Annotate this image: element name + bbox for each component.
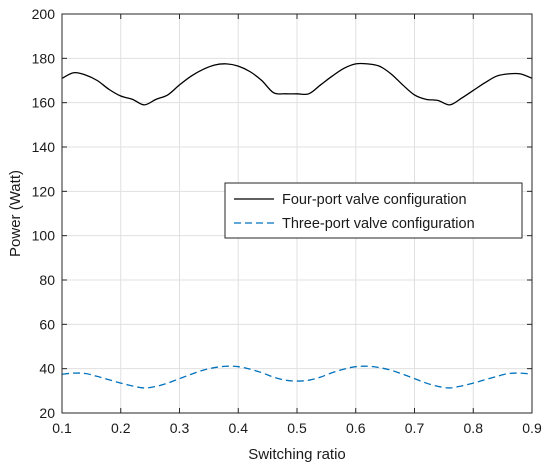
y-tick-label: 140 bbox=[32, 139, 56, 155]
y-tick-label: 120 bbox=[32, 183, 56, 199]
x-tick-label: 0.4 bbox=[229, 420, 249, 436]
series-layer bbox=[61, 62, 533, 389]
x-tick-label: 0.5 bbox=[287, 420, 307, 436]
x-tick-label: 0.7 bbox=[405, 420, 425, 436]
legend: Four-port valve configuration Three-port… bbox=[224, 182, 523, 239]
x-tick-label: 0.1 bbox=[52, 420, 72, 436]
y-axis-label: Power (Watt) bbox=[7, 170, 24, 257]
y-tick-label: 180 bbox=[32, 50, 56, 66]
series-line-four-port bbox=[61, 62, 533, 106]
x-tick-label: 0.9 bbox=[522, 420, 542, 436]
legend-label-four-port: Four-port valve configuration bbox=[282, 192, 467, 208]
y-tick-label: 40 bbox=[39, 361, 55, 377]
y-tick-label: 100 bbox=[32, 228, 56, 244]
series-line-three-port bbox=[61, 365, 533, 389]
x-tick-label: 0.3 bbox=[170, 420, 190, 436]
x-tick-label: 0.2 bbox=[111, 420, 131, 436]
y-tick-label: 80 bbox=[39, 272, 55, 288]
x-tick-label: 0.8 bbox=[464, 420, 484, 436]
y-tick-label: 20 bbox=[39, 405, 55, 421]
y-tick-label: 160 bbox=[32, 95, 56, 111]
x-axis-label: Switching ratio bbox=[248, 446, 346, 463]
y-tick-label: 60 bbox=[39, 316, 55, 332]
y-tick-label: 200 bbox=[32, 6, 56, 22]
legend-label-three-port: Three-port valve configuration bbox=[282, 216, 475, 232]
legend-box bbox=[224, 182, 523, 239]
ticks: 0.1 0.2 0.3 0.4 0.5 0.6 0.7 0.8 0.9 20 40 60 80 100 12… bbox=[32, 6, 542, 436]
x-tick-label: 0.6 bbox=[346, 420, 366, 436]
